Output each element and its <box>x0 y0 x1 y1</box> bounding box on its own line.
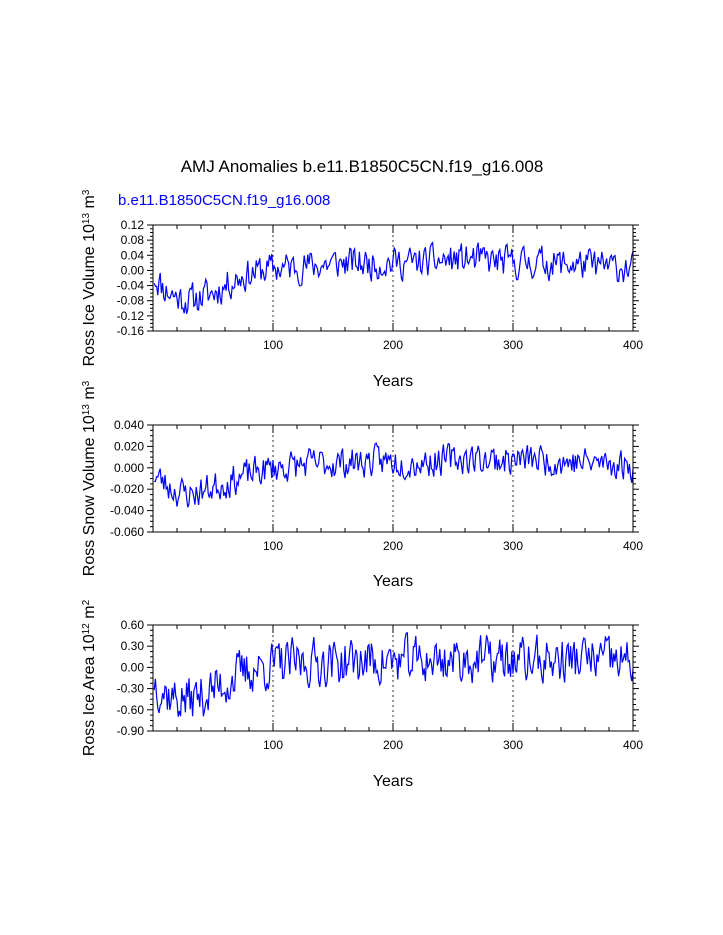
x-tick-label: 400 <box>623 738 643 752</box>
chart-panel-2: 100 200 300 400 -0.060 -0.040 -0.020 0.000 0.020… <box>81 380 644 590</box>
y-axis-label-text: Ross Ice Volume 10 <box>81 224 98 366</box>
x-tick-label: 100 <box>263 338 283 352</box>
y-axis-label-unit: m <box>81 386 98 404</box>
x-tick-label: 300 <box>503 539 523 553</box>
y-tick-label: -0.04 <box>117 279 145 293</box>
y-axis-label-unit-exponent: 3 <box>81 380 92 386</box>
y-axis-label-text: Ross Snow Volume 10 <box>81 415 98 576</box>
y-tick-label: -0.020 <box>110 482 144 496</box>
y-axis-label-exponent: 13 <box>81 213 92 225</box>
case-label: b.e11.B1850C5CN.f19_g16.008 <box>118 192 330 209</box>
y-tick-label: 0.08 <box>121 233 145 247</box>
y-axis-label-text: Ross Ice Area 10 <box>81 634 98 756</box>
x-tick-label: 300 <box>503 738 523 752</box>
y-tick-label: -0.08 <box>117 294 145 308</box>
y-axis-label-exponent: 12 <box>81 623 92 635</box>
y-axis-label-unit: m <box>81 605 98 623</box>
y-tick-label: -0.060 <box>110 525 144 539</box>
x-axis-label: Years <box>373 373 413 390</box>
y-tick-label: 0.00 <box>121 263 145 277</box>
y-axis-label: Ross Ice Volume 1013 m3 <box>81 189 99 366</box>
series-line <box>154 442 634 508</box>
y-tick-label: -0.90 <box>117 724 145 738</box>
y-tick-label: 0.020 <box>114 439 144 453</box>
y-tick-label: -0.12 <box>117 309 145 323</box>
series-line <box>153 632 634 717</box>
y-axis-label: Ross Snow Volume 1013 m3 <box>81 380 99 576</box>
x-axis-label: Years <box>373 573 413 590</box>
x-tick-label: 200 <box>383 539 403 553</box>
series-line <box>153 241 634 315</box>
y-tick-label: -0.040 <box>110 504 144 518</box>
x-tick-label: 300 <box>503 338 523 352</box>
x-tick-label: 100 <box>263 539 283 553</box>
y-axis-label: Ross Ice Area 1012 m2 <box>81 599 99 756</box>
x-tick-label: 200 <box>383 338 403 352</box>
y-tick-label: -0.30 <box>117 682 145 696</box>
y-axis-label-unit-exponent: 3 <box>81 189 92 195</box>
y-axis-label-exponent: 13 <box>81 404 92 416</box>
chart-title: AMJ Anomalies b.e11.B1850C5CN.f19_g16.00… <box>181 157 544 176</box>
y-axis-label-unit: m <box>81 195 98 213</box>
chart-panel-3: 100 200 300 400 -0.90 -0.60 -0.30 0.00 0.30 0.60 Y… <box>81 599 644 790</box>
y-tick-label: 0.60 <box>121 618 145 632</box>
y-tick-label: 0.00 <box>121 660 145 674</box>
x-tick-label: 400 <box>623 539 643 553</box>
y-tick-label: 0.000 <box>114 461 144 475</box>
x-tick-label: 200 <box>383 738 403 752</box>
y-tick-label: -0.16 <box>117 324 145 338</box>
y-tick-label: 0.30 <box>121 639 145 653</box>
x-axis-label: Years <box>373 773 413 790</box>
chart-panel-1: 100 200 300 400 -0.16-0.12-0.08-0.04 0.000.04… <box>81 189 644 390</box>
y-tick-label: 0.12 <box>121 218 145 232</box>
y-tick-label: 0.04 <box>121 248 145 262</box>
y-axis-label-unit-exponent: 2 <box>81 599 92 605</box>
y-tick-label: 0.040 <box>114 418 144 432</box>
y-tick-label: -0.60 <box>117 703 145 717</box>
x-tick-label: 400 <box>623 338 643 352</box>
x-tick-label: 100 <box>263 738 283 752</box>
